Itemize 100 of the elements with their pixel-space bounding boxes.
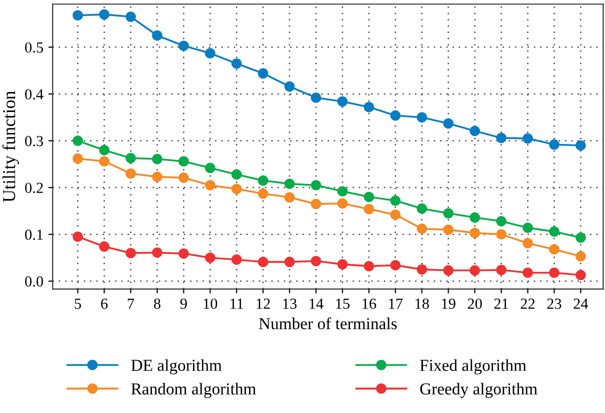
- legend-label: DE algorithm: [131, 359, 222, 374]
- point: [72, 153, 83, 164]
- x-tick-label: 6: [101, 298, 108, 309]
- point: [99, 144, 110, 156]
- point: [522, 222, 533, 234]
- point: [575, 251, 586, 262]
- point: [231, 254, 242, 265]
- point: [443, 224, 454, 235]
- point: [99, 156, 110, 167]
- point: [99, 9, 110, 20]
- point: [284, 81, 295, 92]
- point: [72, 136, 83, 146]
- point: [337, 96, 348, 107]
- x-tick-label: 21: [494, 298, 508, 309]
- point: [522, 268, 533, 278]
- x-tick-label: 7: [128, 298, 134, 309]
- point: [231, 58, 242, 69]
- point: [310, 180, 322, 190]
- point: [337, 186, 348, 197]
- point: [126, 248, 136, 258]
- x-tick-label: 11: [230, 298, 244, 309]
- point: [496, 264, 506, 276]
- x-tick-label: 15: [336, 298, 350, 309]
- point: [258, 188, 268, 199]
- x-tick-label: 10: [204, 298, 218, 309]
- point: [284, 192, 295, 203]
- point: [496, 216, 506, 226]
- point: [364, 192, 374, 202]
- point: [443, 265, 454, 276]
- point: [231, 184, 242, 194]
- point: [575, 270, 586, 280]
- point: [549, 139, 560, 150]
- point: [416, 112, 428, 123]
- point: [204, 252, 216, 263]
- x-tick-label: 20: [468, 298, 482, 309]
- x-tick-label: 22: [520, 298, 535, 309]
- point: [99, 241, 110, 252]
- point: [390, 209, 401, 220]
- point: [364, 260, 374, 272]
- point: [258, 175, 268, 186]
- point: [152, 172, 162, 182]
- point: [416, 203, 428, 214]
- x-tick-label: 23: [547, 298, 562, 309]
- point: [364, 204, 374, 214]
- x-tick-label: 9: [180, 298, 187, 309]
- point: [390, 260, 401, 270]
- point: [310, 92, 322, 103]
- point: [549, 268, 560, 278]
- legend-label: Greedy algorithm: [420, 382, 538, 398]
- point: [178, 248, 189, 259]
- point: [337, 259, 348, 270]
- point: [310, 198, 322, 210]
- point: [364, 102, 374, 112]
- point: [522, 238, 533, 248]
- point: [310, 256, 322, 266]
- y-tick-label: 0.0: [25, 276, 44, 287]
- point: [575, 140, 586, 151]
- point: [549, 244, 560, 255]
- x-tick-label: 19: [442, 298, 456, 309]
- y-tick-label: 0.1: [25, 229, 43, 240]
- point: [470, 265, 480, 276]
- point: [126, 152, 136, 164]
- point: [258, 256, 268, 268]
- point: [178, 156, 189, 167]
- point: [178, 172, 189, 183]
- point: [204, 48, 216, 58]
- x-tick-label: 18: [416, 298, 429, 309]
- x-tick-label: 13: [283, 298, 297, 309]
- point: [204, 162, 216, 174]
- x-tick-label: 16: [362, 298, 376, 309]
- x-tick-label: 14: [310, 298, 324, 309]
- point: [470, 126, 480, 136]
- point: [152, 30, 162, 41]
- point: [496, 229, 506, 240]
- point: [152, 154, 162, 164]
- point: [284, 256, 295, 268]
- legend-label: Random algorithm: [131, 382, 256, 398]
- x-tick-label: 8: [154, 298, 160, 309]
- point: [575, 232, 586, 243]
- point: [416, 264, 428, 275]
- y-tick-label: 0.2: [25, 182, 43, 194]
- point: [72, 231, 83, 242]
- x-tick-label: 5: [74, 298, 82, 309]
- point: [496, 132, 506, 144]
- y-tick-label: 0.5: [25, 42, 44, 53]
- point: [152, 247, 162, 258]
- y-tick-label: 0.3: [25, 136, 44, 146]
- legend-label: Fixed algorithm: [420, 359, 526, 374]
- point: [258, 68, 268, 79]
- point: [443, 118, 454, 129]
- x-tick-label: 24: [574, 298, 588, 309]
- x-tick-label: 12: [256, 298, 270, 309]
- y-tick-label: 0.4: [25, 89, 44, 100]
- y-axis-title: Utility function: [2, 90, 19, 202]
- point: [231, 169, 242, 180]
- point: [470, 228, 480, 238]
- point: [522, 133, 533, 144]
- point: [126, 12, 136, 22]
- point: [390, 195, 401, 206]
- point: [416, 224, 428, 234]
